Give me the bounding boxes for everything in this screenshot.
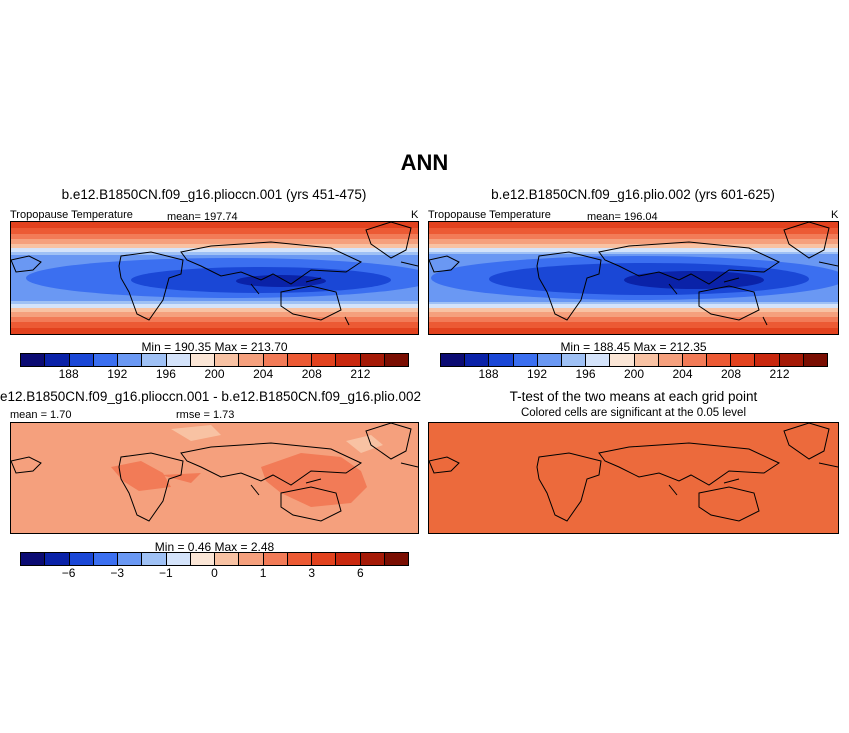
panel4-subtitle: Colored cells are significant at the 0.0… <box>520 407 746 419</box>
panel3-colorbar-labels: −6 −3 −1 0 1 3 6 <box>20 566 409 582</box>
panel1-colorbar-tick-label: 188 <box>58 367 79 381</box>
panel2-colorbar-tick-label: 212 <box>769 367 790 381</box>
panel2-colorbar-tick-label: 200 <box>623 367 645 381</box>
panel1-map <box>10 221 419 335</box>
panel3-colorbar-swatch <box>239 553 264 565</box>
panel4-title: T-test of the two means at each grid poi… <box>509 389 758 404</box>
panel2-colorbar-swatch <box>586 354 611 366</box>
panel1-colorbar-tick-label: 192 <box>107 367 128 381</box>
panel2-colorbar-swatch <box>755 354 780 366</box>
panel3-colorbar-swatch <box>360 553 385 565</box>
panel2-colorbar-swatch <box>658 354 683 366</box>
panel2-variable: Tropopause Temperature <box>428 209 551 221</box>
panel1-colorbar-swatch <box>118 354 143 366</box>
panel2-colorbar-swatch <box>803 354 827 366</box>
panel3-colorbar-tick-label: −3 <box>110 566 125 580</box>
panel3-colorbar-swatch <box>190 553 215 565</box>
panel3-colorbar-swatch <box>287 553 312 565</box>
panel1-colorbar-swatch <box>312 354 337 366</box>
panel1-case-title: b.e12.B1850CN.f09_g16.plioccn.001 (yrs 4… <box>61 187 367 202</box>
panel2-colorbar-swatch <box>779 354 804 366</box>
panel3-colorbar-swatch <box>215 553 240 565</box>
panel3-mean: mean = 1.70 <box>10 409 72 421</box>
panel2-colorbar-swatch <box>707 354 732 366</box>
panel2-colorbar-swatch <box>537 354 562 366</box>
panel3-map <box>10 422 419 534</box>
panel2-colorbar-tick-label: 208 <box>720 367 742 381</box>
panel2-colorbar-swatch <box>561 354 587 366</box>
panel3-colorbar-tick-label: 0 <box>211 566 218 580</box>
panel1-colorbar-swatch <box>360 354 385 366</box>
panel2-units: K <box>831 209 839 221</box>
panel1-colorbar-swatch <box>166 354 191 366</box>
panel3-colorbar-swatch <box>384 553 408 565</box>
panel1-colorbar <box>20 353 409 367</box>
panel4-map <box>428 422 839 534</box>
panel1-colorbar-swatch <box>93 354 118 366</box>
panel3-minmax: Min = 0.46 Max = 2.48 <box>154 540 275 554</box>
panel2-colorbar-swatch <box>489 354 514 366</box>
panel1-colorbar-swatch <box>384 354 408 366</box>
panel2-map <box>428 221 839 335</box>
panel1-colorbar-swatch <box>190 354 215 366</box>
panel2-colorbar <box>440 353 828 367</box>
panel2-colorbar-swatch <box>441 354 466 366</box>
panel2-colorbar-tick-label: 204 <box>672 367 693 381</box>
panel3-colorbar <box>20 552 409 566</box>
panel3-colorbar-tick-label: 1 <box>259 566 267 580</box>
panel2-colorbar-tick-label: 196 <box>575 367 596 381</box>
panel1-colorbar-swatch <box>215 354 240 366</box>
panel1-units: K <box>411 209 419 221</box>
panel3-rmse: rmse = 1.73 <box>176 409 235 421</box>
panel1-colorbar-tick-label: 196 <box>155 367 176 381</box>
panel3-colorbar-swatch <box>69 553 94 565</box>
page-title: ANN <box>400 150 449 175</box>
panel2-colorbar-swatch <box>731 354 756 366</box>
panel1-colorbar-swatch <box>45 354 70 366</box>
panel2-colorbar-swatch <box>682 354 708 366</box>
panel3-colorbar-swatch <box>336 553 361 565</box>
panel2-colorbar-tick-label: 192 <box>526 367 548 381</box>
panel2-mean: mean= 196.04 <box>587 211 658 223</box>
panel1-minmax: Min = 190.35 Max = 213.70 <box>141 340 288 354</box>
panel2-colorbar-swatch <box>465 354 490 366</box>
panel3-case-title: e12.B1850CN.f09_g16.plioccn.001 - b.e12.… <box>0 389 422 404</box>
panel1-colorbar-tick-label: 204 <box>253 367 274 381</box>
panel2-colorbar-labels: 188 192 196 200 204 208 212 <box>440 367 828 383</box>
panel1-colorbar-tick-label: 200 <box>204 367 225 381</box>
panel1-colorbar-swatch <box>336 354 361 366</box>
panel2-colorbar-tick-label: 188 <box>478 367 499 381</box>
panel3-colorbar-swatch <box>21 553 46 565</box>
panel1-variable: Tropopause Temperature <box>10 209 133 221</box>
panel3-colorbar-swatch <box>142 553 167 565</box>
panel1-colorbar-swatch <box>287 354 312 366</box>
panel1-colorbar-labels: 188 192 196 200 204 208 212 <box>20 367 409 383</box>
panel2-case-title: b.e12.B1850CN.f09_g16.plio.002 (yrs 601-… <box>491 187 775 202</box>
panel1-colorbar-tick-label: 208 <box>301 367 322 381</box>
panel2-colorbar-swatch <box>634 354 659 366</box>
panel1-colorbar-swatch <box>263 354 288 366</box>
panel3-colorbar-tick-label: 6 <box>357 566 364 580</box>
panel2-minmax: Min = 188.45 Max = 212.35 <box>560 340 707 354</box>
panel3-colorbar-swatch <box>118 553 143 565</box>
panel3-colorbar-tick-label: 3 <box>308 566 316 580</box>
panel3-colorbar-swatch <box>312 553 337 565</box>
panel2-colorbar-swatch <box>610 354 635 366</box>
panel3-colorbar-swatch <box>166 553 191 565</box>
panel3-colorbar-tick-label: −6 <box>61 566 76 580</box>
panel3-colorbar-swatch <box>263 553 288 565</box>
panel3-colorbar-swatch <box>93 553 118 565</box>
panel3-colorbar-tick-label: −1 <box>159 566 173 580</box>
panel2-colorbar-swatch <box>513 354 538 366</box>
panel1-mean: mean= 197.74 <box>167 211 238 223</box>
panel1-colorbar-swatch <box>239 354 264 366</box>
panel1-colorbar-swatch <box>21 354 46 366</box>
panel1-colorbar-swatch <box>142 354 167 366</box>
panel3-colorbar-swatch <box>45 553 70 565</box>
panel1-colorbar-swatch <box>69 354 94 366</box>
panel1-colorbar-tick-label: 212 <box>350 367 371 381</box>
